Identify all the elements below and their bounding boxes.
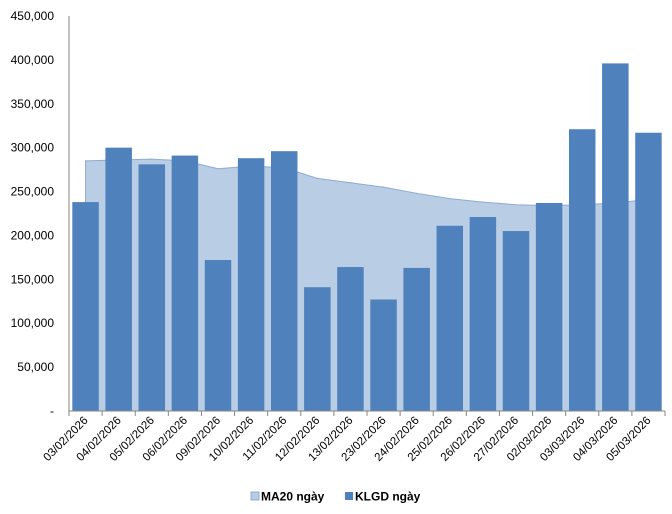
y-tick-label: 150,000 [11, 272, 55, 286]
legend-label-ma20: MA20 ngày [261, 490, 325, 504]
bar-klgd [204, 260, 232, 411]
bar-klgd [568, 129, 596, 411]
bar-klgd [337, 267, 364, 411]
bar-klgd [403, 267, 430, 411]
ma20-point [482, 201, 484, 203]
bar-layer [72, 63, 662, 412]
ma20-point [416, 192, 418, 194]
bar-klgd [635, 132, 662, 411]
legend-label-klgd: KLGD ngày [355, 490, 421, 504]
ma20-point [382, 186, 385, 188]
y-tick-label: 350,000 [11, 97, 55, 111]
axis-layer [68, 16, 666, 416]
y-tick-label: 200,000 [11, 228, 55, 242]
ma20-point [349, 182, 352, 184]
ma20-point [217, 168, 219, 170]
y-tick-label: 400,000 [11, 53, 55, 67]
ma20-area-layer [84, 158, 650, 412]
y-tick-label: 50,000 [17, 360, 54, 374]
bar-klgd [171, 155, 199, 411]
y-tick-label: 100,000 [11, 316, 55, 330]
bar-klgd [469, 217, 497, 411]
ma20-area [85, 158, 649, 412]
bar-klgd [304, 287, 331, 411]
y-tick-label: 250,000 [11, 185, 55, 199]
ma20-point [316, 177, 318, 179]
legend-swatch-klgd [345, 492, 353, 500]
bar-klgd [436, 225, 464, 411]
y-tick-label: - [50, 404, 54, 418]
legend: MA20 ngày KLGD ngày [250, 490, 421, 504]
bar-klgd [237, 158, 265, 411]
y-tick-layer: - 50,000 100,000 150,000 200,000 250,000 300,0… [11, 9, 55, 418]
bar-klgd [370, 299, 397, 411]
y-tick-label: 300,000 [11, 141, 55, 155]
x-tick-layer: 03/02/202604/02/202605/02/202606/02/2026… [41, 415, 653, 464]
bar-klgd [270, 151, 298, 411]
bar-klgd [602, 63, 629, 412]
bar-klgd [72, 202, 99, 411]
bar-klgd [535, 202, 563, 411]
y-tick-label: 450,000 [11, 9, 55, 23]
bar-klgd [138, 164, 166, 411]
ma20-point [84, 160, 87, 162]
ma20-point [515, 204, 517, 206]
bar-klgd [502, 231, 530, 411]
legend-swatch-ma20 [250, 491, 260, 501]
ma20-point [449, 197, 451, 200]
ma20-point [151, 158, 153, 160]
bar-klgd [105, 147, 132, 411]
